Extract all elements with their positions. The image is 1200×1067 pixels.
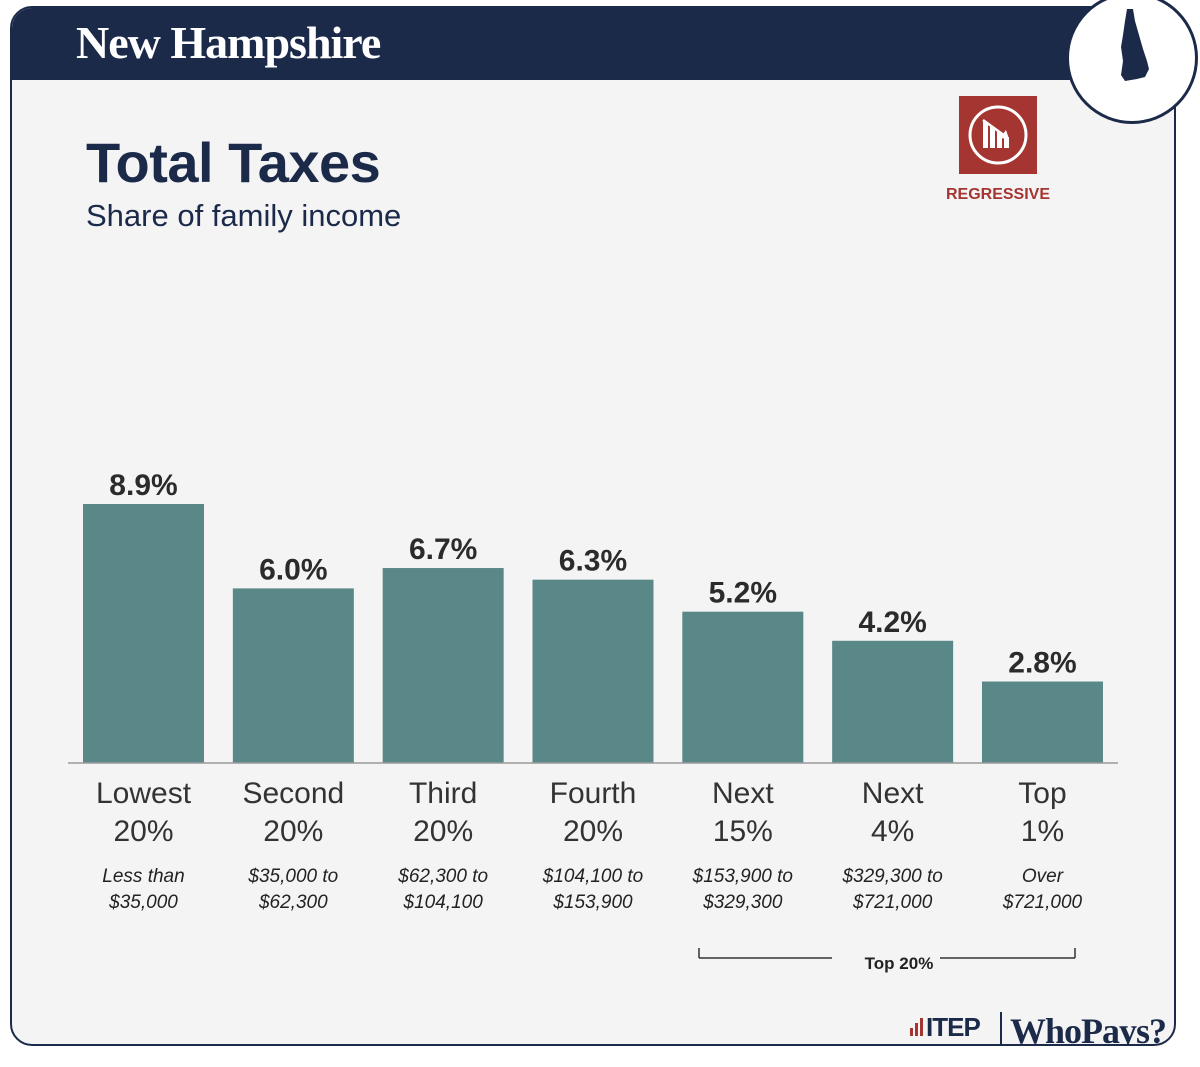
value-label: 6.3% bbox=[559, 545, 627, 578]
header-bar: New Hampshire bbox=[12, 8, 1174, 80]
category-label: Top bbox=[1018, 777, 1066, 810]
category-label: 4% bbox=[871, 815, 914, 848]
whopays-logo: WhoPays? bbox=[1010, 1011, 1167, 1046]
itep-bars-icon bbox=[910, 1016, 924, 1036]
income-range-label: Over bbox=[1022, 866, 1064, 887]
chart-subtitle: Share of family income bbox=[86, 198, 402, 233]
value-label: 6.0% bbox=[259, 553, 327, 586]
category-label: 20% bbox=[563, 815, 623, 848]
income-range-label: $104,100 to bbox=[542, 866, 643, 887]
income-range-label: $721,000 bbox=[1002, 892, 1083, 913]
itep-text: ITEP bbox=[926, 1012, 981, 1042]
infographic-card: New Hampshire Total Taxes Share of famil… bbox=[10, 6, 1176, 1046]
value-label: 8.9% bbox=[109, 469, 177, 502]
chart-title: Total Taxes bbox=[86, 131, 381, 194]
bar bbox=[532, 579, 654, 763]
bar bbox=[83, 504, 204, 763]
category-label: 1% bbox=[1021, 815, 1064, 848]
category-label: Next bbox=[712, 777, 774, 810]
value-label: 5.2% bbox=[709, 577, 777, 610]
regressive-label: REGRESSIVE bbox=[945, 186, 1051, 203]
value-label: 6.7% bbox=[409, 533, 477, 566]
bar bbox=[382, 568, 504, 763]
value-label: 4.2% bbox=[858, 606, 926, 639]
income-range-label: $35,000 to bbox=[247, 866, 338, 887]
category-label: 20% bbox=[113, 815, 173, 848]
state-name: New Hampshire bbox=[76, 17, 381, 68]
category-label: Fourth bbox=[550, 777, 637, 810]
income-range-label: $104,100 bbox=[403, 892, 484, 913]
category-label: Third bbox=[409, 777, 477, 810]
declining-bar-chart-icon bbox=[959, 96, 1037, 174]
category-label: 20% bbox=[263, 815, 323, 848]
income-range-label: $62,300 bbox=[258, 892, 328, 913]
category-label: Second bbox=[242, 777, 344, 810]
income-range-label: $153,900 to bbox=[692, 866, 793, 887]
value-label: 2.8% bbox=[1008, 647, 1076, 680]
income-range-label: $62,300 to bbox=[397, 866, 488, 887]
category-label: Lowest bbox=[96, 777, 192, 810]
bar bbox=[981, 681, 1103, 763]
income-range-label: Less than bbox=[102, 866, 184, 887]
category-label: 15% bbox=[713, 815, 773, 848]
bar bbox=[682, 611, 804, 763]
top-20-bracket-label: Top 20% bbox=[848, 954, 950, 974]
category-label: 20% bbox=[413, 815, 473, 848]
income-range-label: $35,000 bbox=[108, 892, 178, 913]
bar bbox=[232, 588, 354, 763]
category-label: Next bbox=[862, 777, 924, 810]
logo-divider bbox=[1000, 1012, 1002, 1044]
income-range-label: $329,300 to bbox=[841, 866, 942, 887]
income-range-label: $153,900 bbox=[552, 892, 633, 913]
income-range-label: $721,000 bbox=[852, 892, 933, 913]
bar bbox=[832, 640, 954, 763]
itep-logo: ITEP bbox=[910, 1012, 981, 1043]
income-range-label: $329,300 bbox=[702, 892, 783, 913]
new-hampshire-state-icon bbox=[1066, 0, 1198, 124]
